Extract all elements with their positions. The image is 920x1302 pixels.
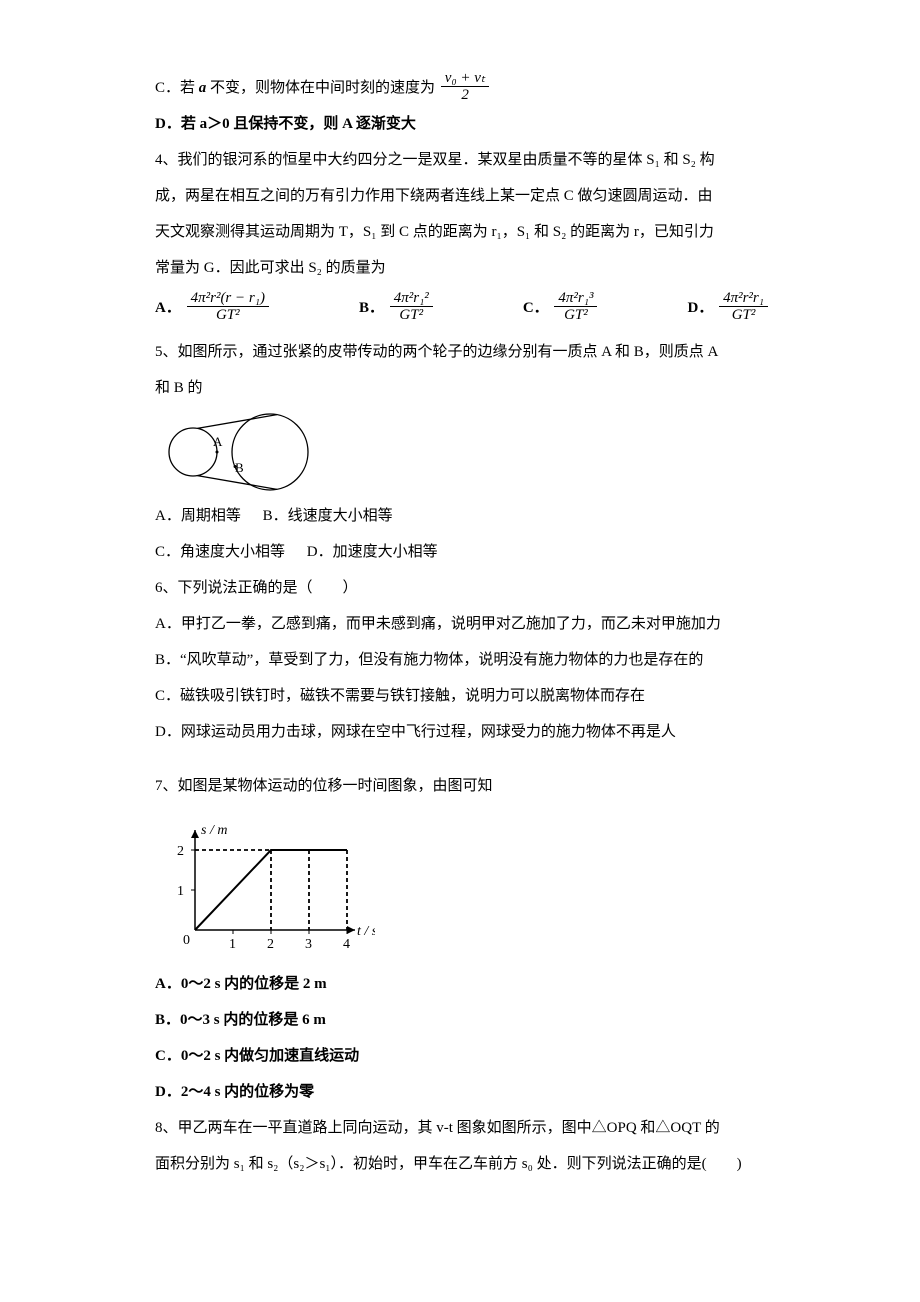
q3-option-c: C．若 a 不变，则物体在中间时刻的速度为 v₀ + vₜ 2 <box>155 70 770 106</box>
svg-text:4: 4 <box>343 937 350 952</box>
q4-line4: 常量为 G．因此可求出 S₂ 的质量为 <box>155 250 770 286</box>
svg-text:2: 2 <box>177 844 184 859</box>
q5-opt-b: B．线速度大小相等 <box>263 508 393 524</box>
q4-opt-d: D． 4π²r²r₁GT² <box>687 290 770 326</box>
q5-row2: C．角速度大小相等 D．加速度大小相等 <box>155 534 770 570</box>
q5-opt-d: D．加速度大小相等 <box>307 544 438 560</box>
svg-text:t / s: t / s <box>357 924 375 939</box>
q7-opt-d: D．2～4 s 内的位移为零 <box>155 1074 770 1110</box>
q4-opt-c: C． 4π²r₁³GT² <box>523 290 600 326</box>
svg-text:s / m: s / m <box>201 823 227 838</box>
q4-line2: 成，两星在相互之间的万有引力作用下绕两者连线上某一定点 C 做匀速圆周运动．由 <box>155 178 770 214</box>
svg-text:2: 2 <box>267 937 274 952</box>
spacer <box>155 750 770 768</box>
frac-num: v₀ + vₜ <box>441 70 490 88</box>
q7-opt-a: A．0～2 s 内的位移是 2 m <box>155 966 770 1002</box>
svg-text:1: 1 <box>177 884 184 899</box>
q4-line3: 天文观察测得其运动周期为 T，S₁ 到 C 点的距离为 r₁，S₁ 和 S₂ 的… <box>155 214 770 250</box>
frac-den: 2 <box>441 87 490 104</box>
svg-text:0: 0 <box>183 933 190 948</box>
q4-opt-a: A． 4π²r²(r − r₁)GT² <box>155 290 271 326</box>
q5-line2: 和 B 的 <box>155 370 770 406</box>
q3c-mid: 不变，则物体在中间时刻的速度为 <box>206 80 435 96</box>
q3-option-d: D．若 a＞0 且保持不变，则 A 逐渐变大 <box>155 106 770 142</box>
q6-opt-d: D．网球运动员用力击球，网球在空中飞行过程，网球受力的施力物体不再是人 <box>155 714 770 750</box>
exam-page: C．若 a 不变，则物体在中间时刻的速度为 v₀ + vₜ 2 D．若 a＞0 … <box>0 0 920 1222</box>
q7-opt-c: C．0～2 s 内做匀加速直线运动 <box>155 1038 770 1074</box>
q7-st-graph: s / m t / s 0 1 2 3 4 1 2 <box>155 810 375 960</box>
q6-stem: 6、下列说法正确的是（ ） <box>155 570 770 606</box>
q4-opt-b: B． 4π²r₁²GT² <box>359 290 435 326</box>
q5-line1: 5、如图所示，通过张紧的皮带传动的两个轮子的边缘分别有一质点 A 和 B，则质点… <box>155 334 770 370</box>
q5-opt-a: A．周期相等 <box>155 508 241 524</box>
q5-belt-figure: AB <box>155 412 325 492</box>
q3c-fraction: v₀ + vₜ 2 <box>441 70 490 104</box>
q7-stem: 7、如图是某物体运动的位移一时间图象，由图可知 <box>155 768 770 804</box>
q8-line1: 8、甲乙两车在一平直道路上同向运动，其 v-t 图象如图所示，图中△OPQ 和△… <box>155 1110 770 1146</box>
q6-opt-c: C．磁铁吸引铁钉时，磁铁不需要与铁钉接触，说明力可以脱离物体而存在 <box>155 678 770 714</box>
q4-line1: 4、我们的银河系的恒星中大约四分之一是双星．某双星由质量不等的星体 S₁ 和 S… <box>155 142 770 178</box>
q6-opt-b: B．“风吹草动”，草受到了力，但没有施力物体，说明没有施力物体的力也是存在的 <box>155 642 770 678</box>
svg-text:B: B <box>235 460 244 475</box>
svg-text:3: 3 <box>305 937 312 952</box>
q6-opt-a: A．甲打乙一拳，乙感到痛，而甲未感到痛，说明甲对乙施加了力，而乙未对甲施加力 <box>155 606 770 642</box>
q8-line2: 面积分别为 s₁ 和 s₂（s₂＞s₁）．初始时，甲车在乙车前方 s₀ 处．则下… <box>155 1146 770 1182</box>
svg-text:A: A <box>213 434 223 449</box>
q4-options: A． 4π²r²(r − r₁)GT² B． 4π²r₁²GT² C． 4π²r… <box>155 290 770 326</box>
q3c-pre: C．若 <box>155 80 199 96</box>
q5-opt-c: C．角速度大小相等 <box>155 544 285 560</box>
svg-text:1: 1 <box>229 937 236 952</box>
q5-row1: A．周期相等 B．线速度大小相等 <box>155 498 770 534</box>
q7-opt-b: B．0～3 s 内的位移是 6 m <box>155 1002 770 1038</box>
